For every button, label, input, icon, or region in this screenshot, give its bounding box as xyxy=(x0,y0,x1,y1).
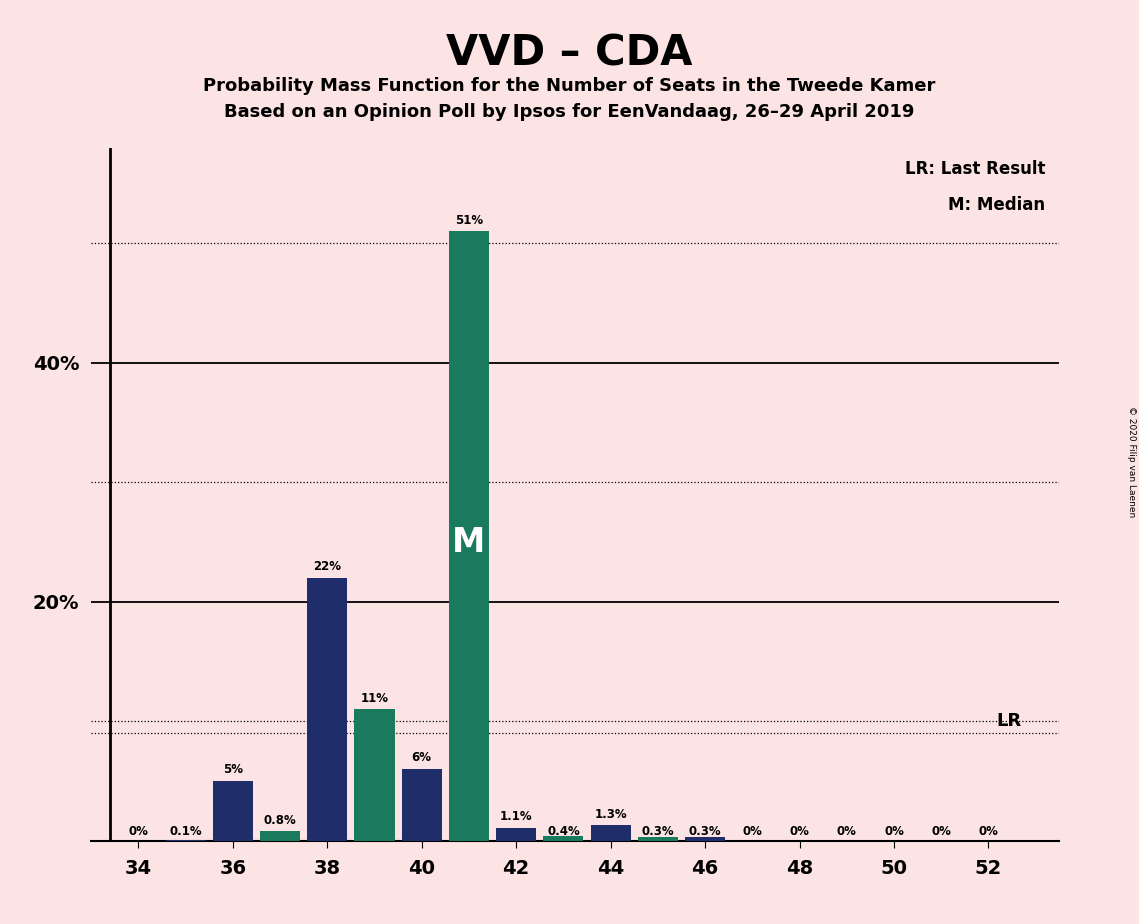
Bar xyxy=(402,769,442,841)
Text: 0%: 0% xyxy=(884,825,904,838)
Bar xyxy=(260,832,300,841)
Bar xyxy=(685,837,726,841)
Text: Based on an Opinion Poll by Ipsos for EenVandaag, 26–29 April 2019: Based on an Opinion Poll by Ipsos for Ee… xyxy=(224,103,915,121)
Text: VVD – CDA: VVD – CDA xyxy=(446,32,693,74)
Text: Probability Mass Function for the Number of Seats in the Tweede Kamer: Probability Mass Function for the Number… xyxy=(204,77,935,94)
Text: 0.1%: 0.1% xyxy=(170,825,202,838)
Text: 0%: 0% xyxy=(837,825,857,838)
Text: 0.4%: 0.4% xyxy=(547,825,580,838)
Text: 1.1%: 1.1% xyxy=(500,810,532,823)
Text: 0.3%: 0.3% xyxy=(689,825,721,838)
Text: 0.3%: 0.3% xyxy=(641,825,674,838)
Text: 0%: 0% xyxy=(789,825,810,838)
Text: 6%: 6% xyxy=(411,751,432,764)
Text: 51%: 51% xyxy=(454,213,483,226)
Text: 0.8%: 0.8% xyxy=(263,813,296,826)
Bar xyxy=(213,781,253,841)
Bar xyxy=(165,840,206,841)
Bar xyxy=(590,825,631,841)
Text: 0%: 0% xyxy=(743,825,762,838)
Bar xyxy=(308,578,347,841)
Bar xyxy=(543,836,583,841)
Text: 11%: 11% xyxy=(360,692,388,705)
Text: 1.3%: 1.3% xyxy=(595,808,626,821)
Text: 5%: 5% xyxy=(223,763,243,776)
Text: 22%: 22% xyxy=(313,560,342,573)
Text: 0%: 0% xyxy=(978,825,999,838)
Text: © 2020 Filip van Laenen: © 2020 Filip van Laenen xyxy=(1126,407,1136,517)
Bar xyxy=(354,710,394,841)
Text: 0%: 0% xyxy=(129,825,148,838)
Text: LR: LR xyxy=(997,711,1022,730)
Text: M: M xyxy=(452,526,485,559)
Text: M: Median: M: Median xyxy=(948,196,1046,213)
Text: 0%: 0% xyxy=(932,825,951,838)
Bar xyxy=(449,232,489,841)
Bar xyxy=(497,828,536,841)
Bar xyxy=(638,837,678,841)
Text: LR: Last Result: LR: Last Result xyxy=(904,160,1046,177)
